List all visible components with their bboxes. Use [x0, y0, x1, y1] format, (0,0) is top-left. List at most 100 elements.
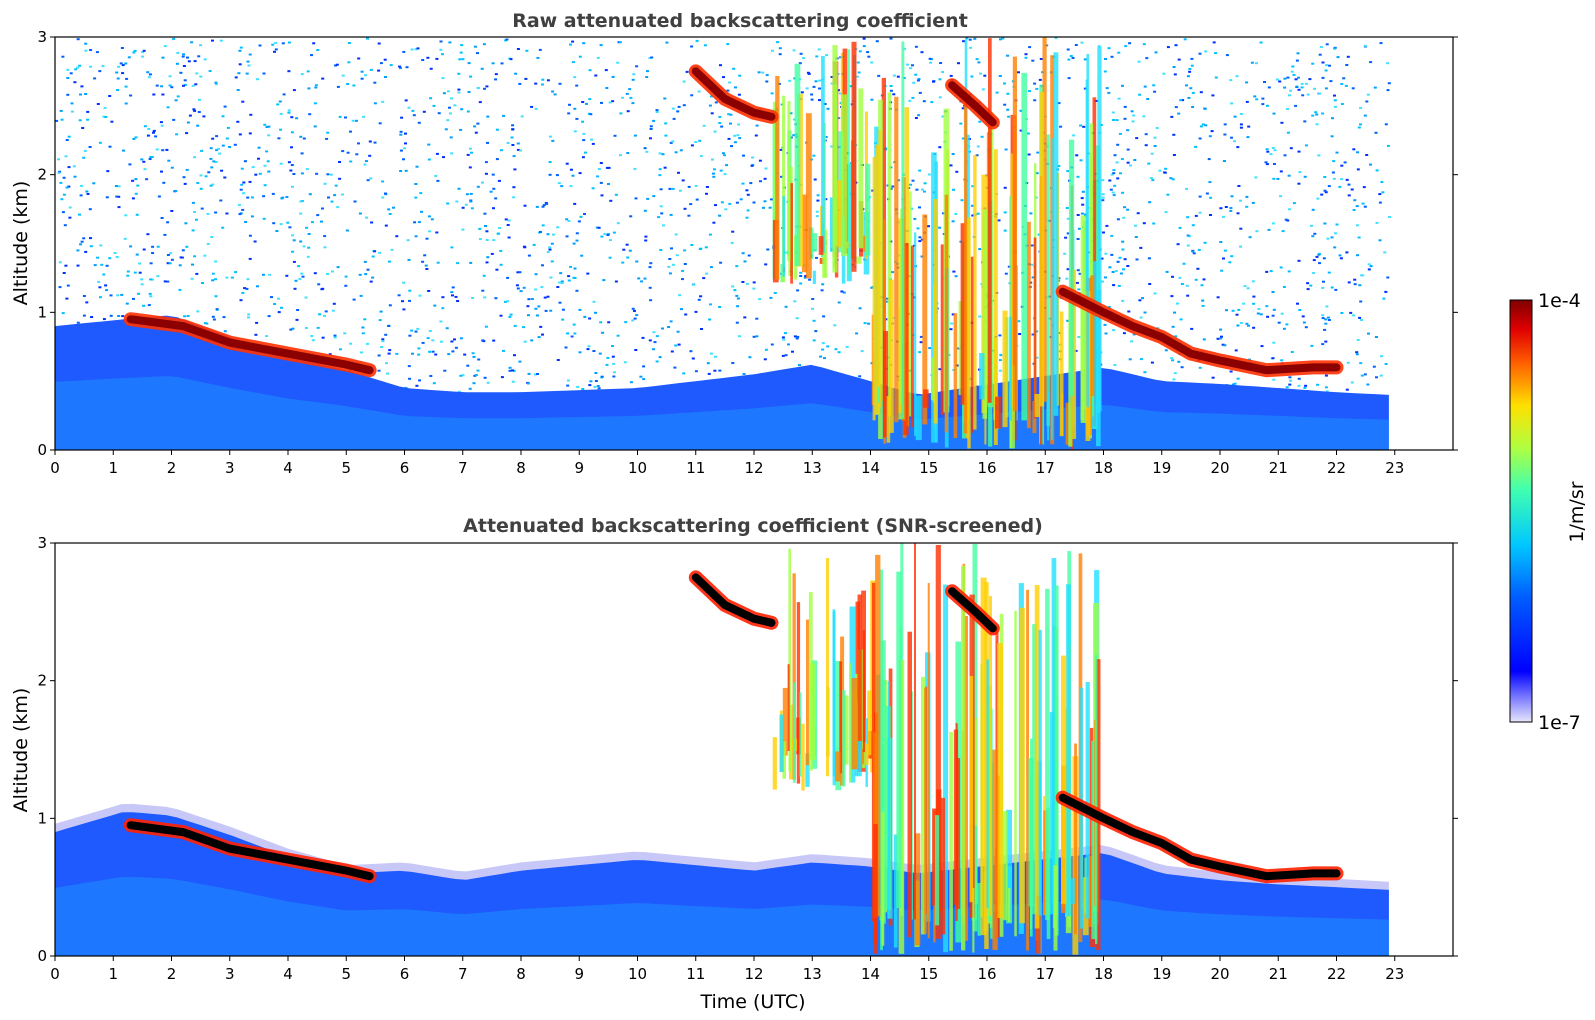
noise-pixel — [1347, 183, 1351, 186]
noise-pixel — [928, 57, 932, 60]
precip-streak — [1012, 56, 1017, 411]
noise-pixel — [1254, 176, 1258, 179]
noise-pixel — [561, 318, 565, 321]
noise-pixel — [723, 154, 726, 157]
noise-pixel — [215, 83, 218, 86]
noise-pixel — [347, 42, 351, 44]
noise-pixel — [1323, 176, 1327, 178]
noise-pixel — [1297, 182, 1301, 185]
noise-pixel — [346, 83, 350, 85]
noise-pixel — [398, 65, 402, 68]
noise-pixel — [329, 173, 333, 176]
noise-pixel — [566, 332, 570, 335]
noise-pixel — [290, 146, 293, 149]
precip-streak — [982, 209, 988, 419]
noise-pixel — [472, 355, 476, 358]
noise-pixel — [519, 290, 523, 293]
noise-pixel — [1142, 222, 1146, 225]
noise-pixel — [770, 92, 774, 95]
noise-pixel — [811, 298, 815, 300]
precip-streak — [927, 583, 930, 939]
noise-pixel — [919, 341, 923, 344]
noise-pixel — [1325, 390, 1329, 393]
noise-pixel — [691, 357, 695, 360]
noise-pixel — [541, 333, 544, 336]
noise-pixel — [527, 298, 531, 301]
noise-pixel — [1219, 328, 1223, 331]
noise-pixel — [96, 103, 100, 105]
noise-pixel — [612, 375, 616, 378]
noise-pixel — [628, 249, 632, 252]
noise-pixel — [566, 379, 570, 382]
noise-pixel — [1192, 252, 1196, 255]
noise-pixel — [941, 71, 945, 73]
noise-pixel — [485, 230, 489, 233]
noise-pixel — [1123, 105, 1127, 108]
noise-pixel — [712, 172, 715, 175]
noise-pixel — [210, 166, 214, 169]
noise-pixel — [550, 260, 554, 263]
noise-pixel — [650, 56, 654, 59]
noise-pixel — [1232, 383, 1235, 386]
noise-pixel — [1265, 148, 1269, 151]
noise-pixel — [1245, 81, 1249, 84]
noise-pixel — [918, 351, 922, 354]
noise-pixel — [919, 335, 923, 338]
noise-pixel — [525, 49, 529, 52]
noise-pixel — [1141, 297, 1144, 300]
noise-pixel — [1360, 319, 1364, 321]
precip-streak — [839, 661, 842, 774]
noise-pixel — [1194, 278, 1198, 281]
noise-pixel — [248, 53, 252, 56]
noise-pixel — [646, 70, 649, 73]
noise-pixel — [1305, 144, 1308, 147]
noise-pixel — [163, 45, 167, 48]
noise-pixel — [818, 99, 821, 102]
noise-pixel — [548, 173, 552, 176]
noise-pixel — [243, 287, 247, 290]
noise-pixel — [476, 122, 480, 125]
noise-pixel — [137, 292, 141, 295]
noise-pixel — [607, 166, 611, 169]
noise-pixel — [611, 75, 615, 78]
noise-pixel — [325, 137, 329, 140]
noise-pixel — [965, 37, 969, 40]
noise-pixel — [262, 195, 266, 198]
noise-pixel — [1286, 108, 1289, 110]
noise-pixel — [1352, 209, 1356, 211]
noise-pixel — [492, 239, 496, 242]
noise-pixel — [451, 350, 455, 353]
noise-pixel — [1186, 216, 1190, 219]
noise-pixel — [432, 104, 436, 107]
noise-pixel — [672, 117, 676, 120]
noise-pixel — [311, 221, 314, 224]
noise-pixel — [1130, 340, 1133, 343]
noise-pixel — [160, 170, 163, 173]
noise-pixel — [818, 87, 821, 90]
noise-pixel — [1375, 376, 1378, 379]
noise-pixel — [292, 89, 296, 92]
noise-pixel — [214, 278, 217, 281]
noise-pixel — [721, 152, 725, 155]
noise-pixel — [207, 171, 211, 174]
x-tick-label: 21 — [1269, 459, 1288, 477]
noise-pixel — [1203, 107, 1207, 110]
noise-pixel — [708, 318, 712, 321]
noise-pixel — [1235, 313, 1239, 316]
noise-pixel — [1116, 260, 1120, 263]
noise-pixel — [248, 234, 252, 237]
noise-pixel — [1211, 94, 1215, 97]
noise-pixel — [678, 189, 682, 192]
noise-pixel — [301, 275, 305, 278]
noise-pixel — [625, 243, 629, 246]
noise-pixel — [1111, 191, 1115, 194]
noise-pixel — [69, 72, 73, 75]
noise-pixel — [961, 107, 965, 110]
noise-pixel — [548, 161, 552, 163]
noise-pixel — [366, 179, 370, 182]
noise-pixel — [335, 63, 339, 66]
noise-pixel — [1349, 311, 1353, 314]
noise-pixel — [441, 53, 444, 56]
noise-pixel — [160, 85, 164, 88]
noise-pixel — [321, 207, 324, 210]
